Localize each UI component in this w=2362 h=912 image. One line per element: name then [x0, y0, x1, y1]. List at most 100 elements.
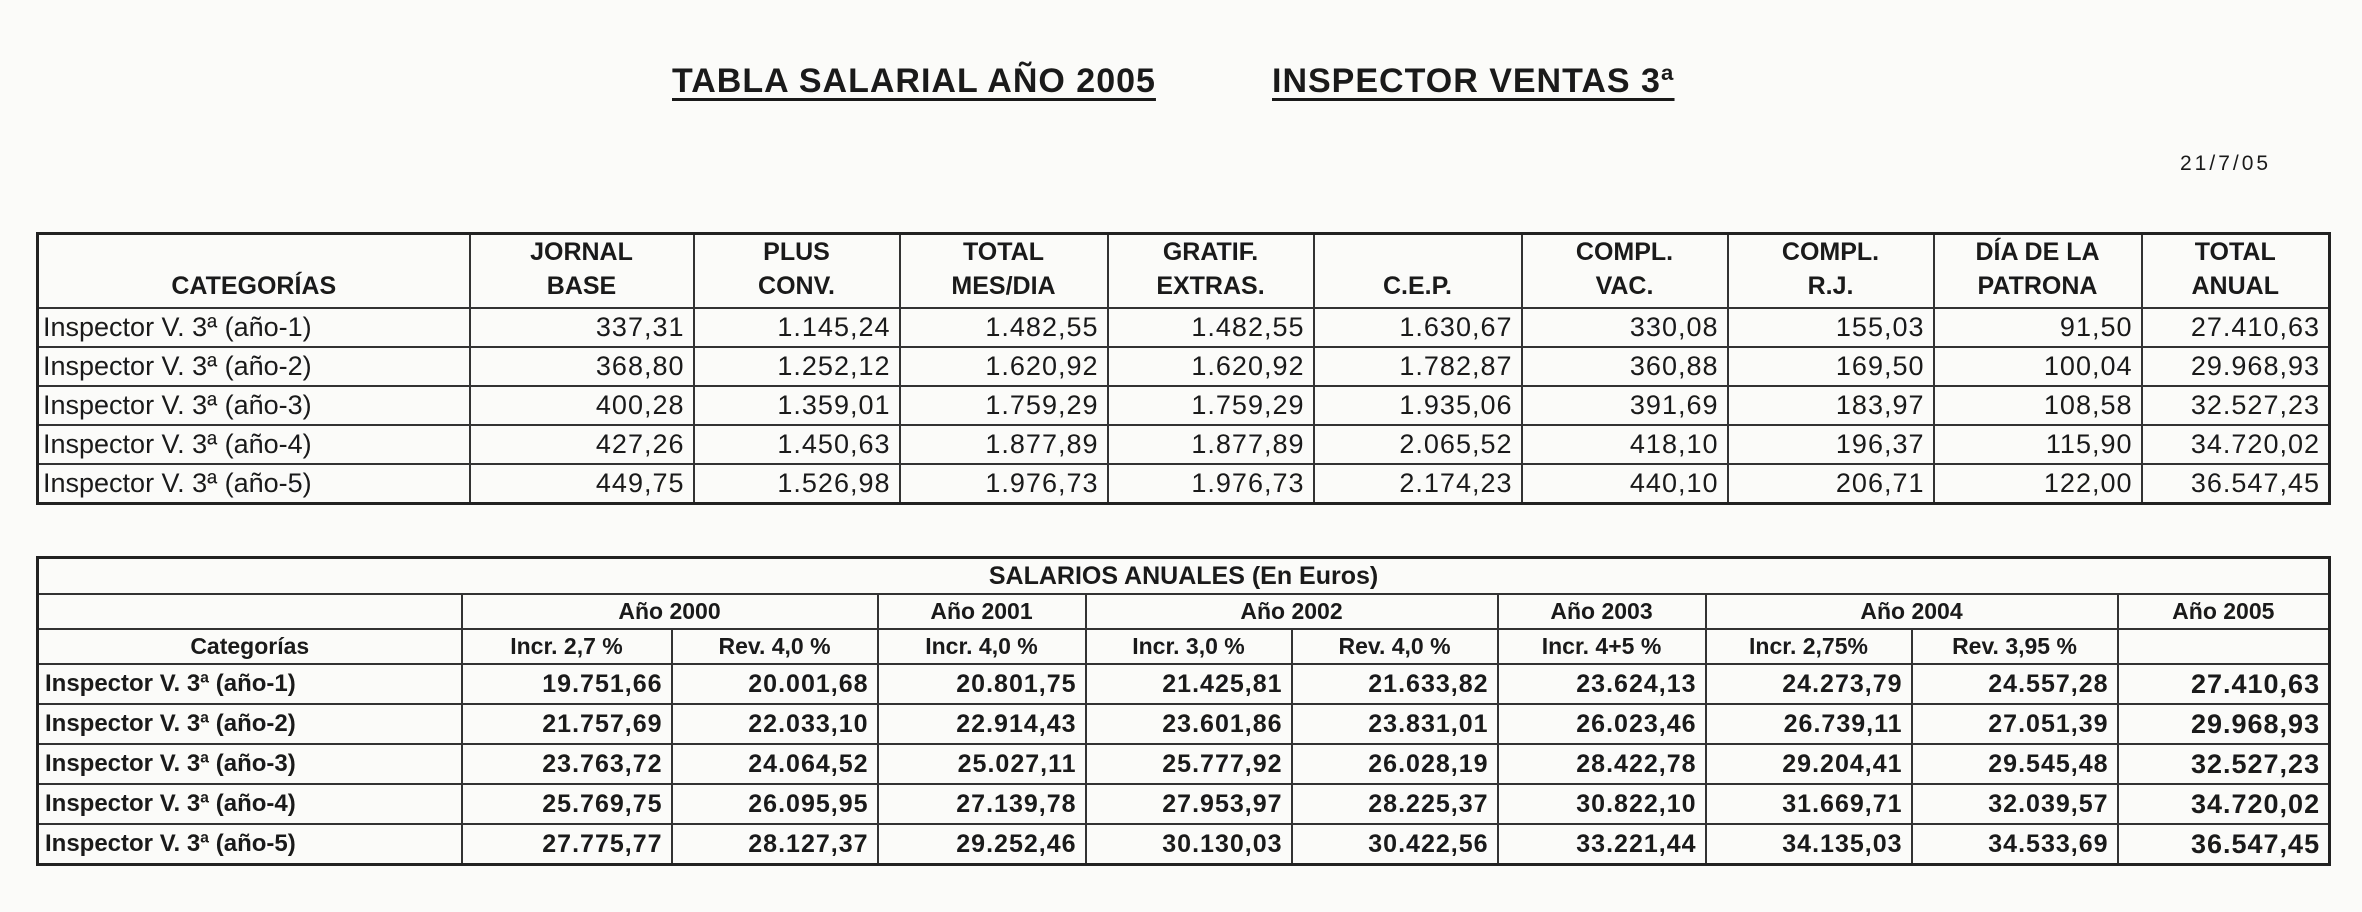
value-cell: 31.669,71 — [1704, 783, 1913, 825]
column-header-line-1: DÍA DE LA — [1975, 238, 2100, 266]
year-header: Año 2004 — [1704, 593, 2119, 630]
category-cell: Inspector V. 3ª (año-5) — [36, 823, 463, 866]
year-header: Año 2002 — [1084, 593, 1499, 630]
value-cell: 196,37 — [1726, 424, 1935, 465]
value-cell: 28.127,37 — [670, 823, 879, 866]
table-row: Inspector V. 3ª (año-1) 337,31 1.145,24 1.4… — [36, 307, 2331, 348]
column-header: PLUS CONV. — [692, 232, 901, 309]
column-header: COMPL. R.J. — [1726, 232, 1935, 309]
column-header-line-2: PATRONA — [1977, 272, 2098, 300]
column-header-line-2: CATEGORÍAS — [171, 272, 337, 300]
value-cell: 21.633,82 — [1290, 663, 1499, 705]
increment-header: Incr. 2,75% — [1704, 628, 1913, 665]
column-header-line-1: COMPL. — [1575, 238, 1674, 266]
value-cell: 30.130,03 — [1084, 823, 1293, 866]
category-cell: Inspector V. 3ª (año-2) — [36, 703, 463, 745]
column-header-line-2: VAC. — [1595, 272, 1654, 300]
column-header-line-1: TOTAL — [2194, 238, 2276, 266]
value-cell: 91,50 — [1932, 307, 2143, 348]
table-row: Inspector V. 3ª (año-5) 27.775,77 28.127,3… — [36, 823, 2331, 866]
value-cell: 32.039,57 — [1910, 783, 2119, 825]
value-cell: 34.135,03 — [1704, 823, 1913, 866]
table-row: Inspector V. 3ª (año-5) 449,75 1.526,98 1.9… — [36, 463, 2331, 505]
document-date: 21/7/05 — [2180, 152, 2272, 175]
value-cell: 23.624,13 — [1496, 663, 1707, 705]
value-cell: 28.225,37 — [1290, 783, 1499, 825]
increment-header: Rev. 4,0 % — [670, 628, 879, 665]
value-cell: 1.759,29 — [1106, 385, 1315, 426]
value-cell: 27.139,78 — [876, 783, 1087, 825]
value-cell: 122,00 — [1932, 463, 2143, 505]
value-cell: 20.801,75 — [876, 663, 1087, 705]
column-header-line-1: JORNAL — [530, 238, 633, 266]
value-cell: 1.630,67 — [1312, 307, 1523, 348]
value-cell: 1.482,55 — [1106, 307, 1315, 348]
column-header: DÍA DE LA PATRONA — [1932, 232, 2143, 309]
increment-header — [2116, 628, 2331, 665]
value-cell: 1.759,29 — [898, 385, 1109, 426]
column-header: C.E.P. — [1312, 232, 1523, 309]
value-cell: 29.545,48 — [1910, 743, 2119, 785]
category-cell: Inspector V. 3ª (año-1) — [36, 663, 463, 705]
column-header-line-2: R.J. — [1807, 272, 1854, 300]
column-header-line-2: EXTRAS. — [1156, 272, 1265, 300]
column-header-line-1 — [47, 235, 461, 269]
column-header: CATEGORÍAS — [36, 232, 471, 309]
table-row: Inspector V. 3ª (año-3) 23.763,72 24.064,5… — [36, 743, 2331, 785]
column-header-line-2: C.E.P. — [1382, 272, 1453, 300]
value-cell: 29.968,93 — [2140, 346, 2331, 387]
table-row: Inspector V. 3ª (año-4) 427,26 1.450,63 1.8… — [36, 424, 2331, 465]
increment-header: Incr. 2,7 % — [460, 628, 673, 665]
years-header-blank — [36, 593, 463, 630]
value-cell: 418,10 — [1520, 424, 1729, 465]
value-cell: 26.028,19 — [1290, 743, 1499, 785]
value-cell: 368,80 — [468, 346, 695, 387]
value-cell: 1.877,89 — [1106, 424, 1315, 465]
table-row: Inspector V. 3ª (año-2) 368,80 1.252,12 1.6… — [36, 346, 2331, 387]
value-cell: 108,58 — [1932, 385, 2143, 426]
column-header-line-1: PLUS — [763, 238, 830, 266]
table-row: Inspector V. 3ª (año-2) 21.757,69 22.033,1… — [36, 703, 2331, 745]
value-cell: 24.273,79 — [1704, 663, 1913, 705]
value-cell: 183,97 — [1726, 385, 1935, 426]
categories-header: Categorías — [36, 628, 463, 665]
value-cell: 30.822,10 — [1496, 783, 1707, 825]
column-header-line-2: CONV. — [758, 272, 835, 300]
value-cell: 337,31 — [468, 307, 695, 348]
title-part-1: TABLA SALARIAL AÑO 2005 — [672, 62, 1156, 100]
value-cell: 400,28 — [468, 385, 695, 426]
column-header: TOTAL MES/DIA — [898, 232, 1109, 309]
annual-salaries-caption: SALARIOS ANUALES (En Euros) — [36, 556, 2331, 595]
annual-salaries-table: SALARIOS ANUALES (En Euros) Año 2000 Año… — [36, 556, 2332, 866]
increment-header: Incr. 3,0 % — [1084, 628, 1293, 665]
value-cell: 427,26 — [468, 424, 695, 465]
category-cell: Inspector V. 3ª (año-3) — [36, 743, 463, 785]
value-cell: 1.877,89 — [898, 424, 1109, 465]
value-cell: 27.410,63 — [2116, 663, 2331, 705]
column-header-line-2: BASE — [546, 272, 617, 300]
value-cell: 24.064,52 — [670, 743, 879, 785]
year-header: Año 2000 — [460, 593, 879, 630]
value-cell: 27.953,97 — [1084, 783, 1293, 825]
value-cell: 1.935,06 — [1312, 385, 1523, 426]
value-cell: 19.751,66 — [460, 663, 673, 705]
column-header-line-1: COMPL. — [1781, 238, 1880, 266]
value-cell: 1.620,92 — [1106, 346, 1315, 387]
increment-header: Rev. 3,95 % — [1910, 628, 2119, 665]
category-cell: Inspector V. 3ª (año-1) — [36, 307, 471, 348]
value-cell: 2.065,52 — [1312, 424, 1523, 465]
column-header-line-2: MES/DIA — [951, 272, 1056, 300]
value-cell: 29.204,41 — [1704, 743, 1913, 785]
value-cell: 29.252,46 — [876, 823, 1087, 866]
year-header: Año 2001 — [876, 593, 1087, 630]
category-cell: Inspector V. 3ª (año-2) — [36, 346, 471, 387]
value-cell: 100,04 — [1932, 346, 2143, 387]
table-row: Inspector V. 3ª (año-4) 25.769,75 26.095,9… — [36, 783, 2331, 825]
value-cell: 36.547,45 — [2140, 463, 2331, 505]
value-cell: 20.001,68 — [670, 663, 879, 705]
value-cell: 32.527,23 — [2140, 385, 2331, 426]
value-cell: 169,50 — [1726, 346, 1935, 387]
value-cell: 27.051,39 — [1910, 703, 2119, 745]
value-cell: 32.527,23 — [2116, 743, 2331, 785]
value-cell: 36.547,45 — [2116, 823, 2331, 866]
